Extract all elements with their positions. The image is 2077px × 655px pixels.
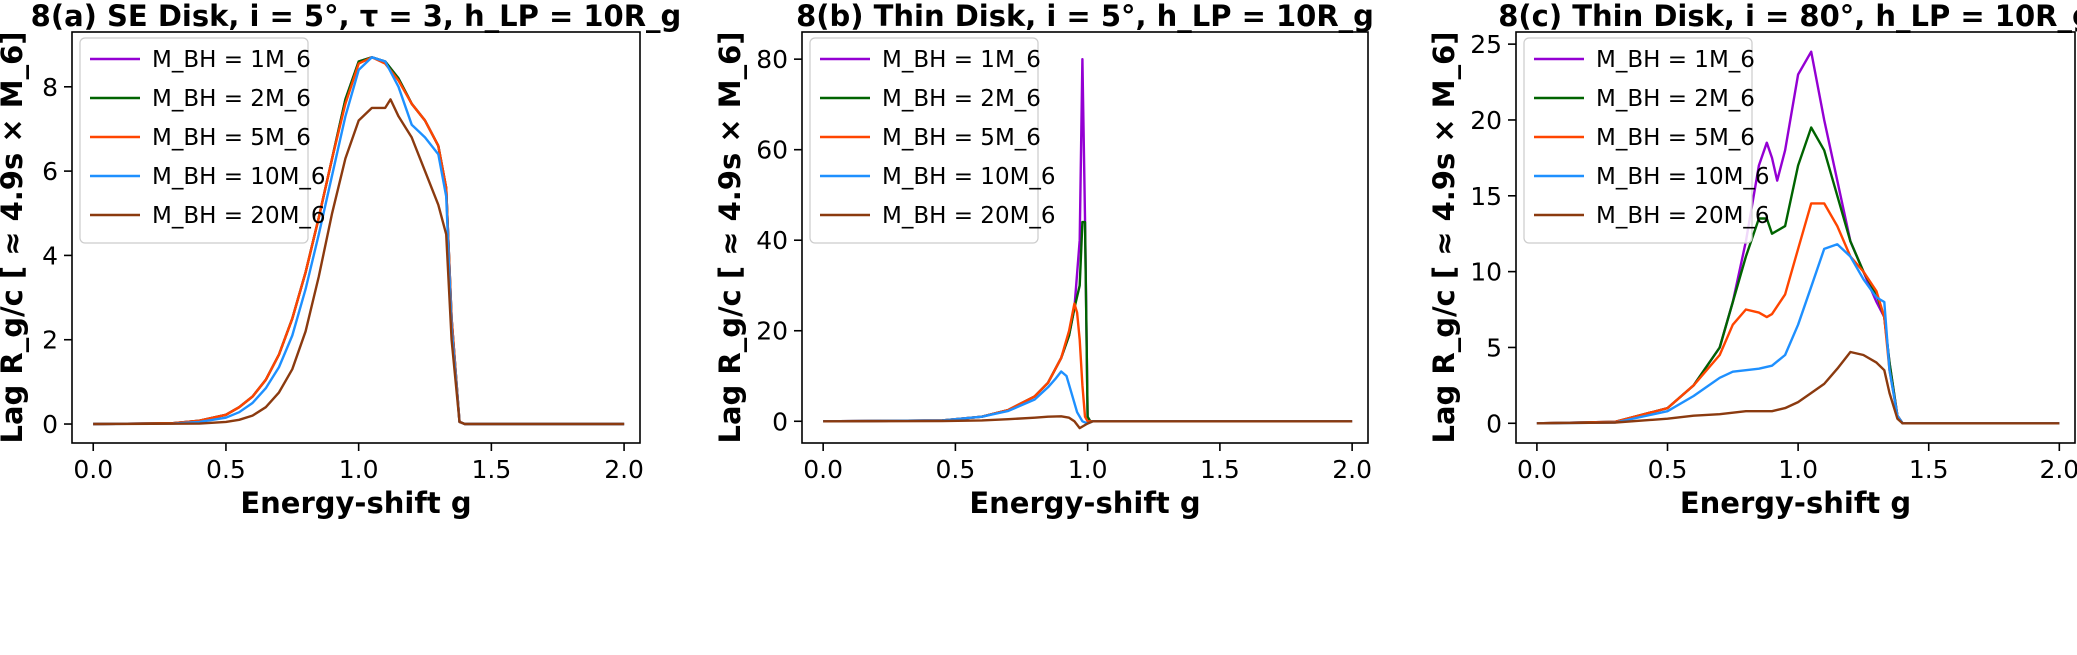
legend-box [1523,37,1753,244]
y-tick-label: 20 [756,317,788,346]
x-tick-label: 1.5 [1200,455,1240,484]
legend-label: M_BH = 20M_6 [882,203,1056,229]
y-tick-label: 10 [1470,258,1502,287]
x-tick-label: 1.0 [1068,455,1108,484]
plot-frame [801,31,1369,444]
legend-label: M_BH = 10M_6 [1596,164,1770,190]
y-tick-label: 25 [1470,30,1502,59]
x-tick-label: 0.5 [936,455,976,484]
x-tick-label: 0.0 [803,455,843,484]
y-tick-label: 60 [756,136,788,165]
chart-title: 8(c) Thin Disk, i = 80°, h_LP = 10R_g [1498,0,2077,33]
legend-label: M_BH = 2M_6 [1596,86,1755,112]
chart-panel-1: 0.0 0.5 1.0 1.5 2.0 0 2 4 6 8 8(a) SE Disk, i = 5°… [0,0,681,520]
legend-label: M_BH = 5M_6 [152,125,311,151]
plot-frame [1515,31,2076,444]
x-axis-label: Energy-shift g [240,486,471,520]
y-tick-label: 6 [42,157,58,186]
legend: M_BH = 1M_6 M_BH = 2M_6 M_BH = 5M_6 M_BH = … [1523,37,1770,244]
x-tick-label: 0.5 [1648,455,1688,484]
y-tick-label: 0 [1486,409,1502,438]
series-line-5 [93,98,625,426]
x-tick-label: 1.0 [1778,455,1818,484]
legend-label: M_BH = 1M_6 [1596,47,1755,73]
y-tick-label: 4 [42,241,58,270]
y-tick-label: 20 [1470,106,1502,135]
y-tick-label: 40 [756,226,788,255]
x-tick-label: 2.0 [604,455,644,484]
legend-label: M_BH = 5M_6 [882,125,1041,151]
y-axis-label: Lag R_g/c [ ≈ 4.9s × M_6] [713,31,747,443]
chart-panel-3: 0.0 0.5 1.0 1.5 2.0 0 5 10 15 20 258(c) Thin Disk,… [1427,0,2077,520]
x-tick-label: 1.5 [471,455,511,484]
x-tick-label: 0.5 [206,455,246,484]
chart-title: 8(a) SE Disk, i = 5°, τ = 3, h_LP = 10R_… [31,0,682,33]
legend-box [79,37,309,244]
legend-label: M_BH = 20M_6 [152,203,326,229]
legend-label: M_BH = 20M_6 [1596,203,1770,229]
x-tick-label: 2.0 [2039,455,2077,484]
chart-panel-2: 0.0 0.5 1.0 1.5 2.0 0 20 40 60 80 8(b) Thin Disk, … [713,0,1374,520]
x-axis-label: Energy-shift g [1680,486,1911,520]
y-tick-label: 15 [1470,182,1502,211]
legend-label: M_BH = 10M_6 [882,164,1056,190]
series-line-2 [823,220,1353,423]
y-axis-label: Lag R_g/c [ ≈ 4.9s × M_6] [1427,31,1461,443]
x-axis-label: Energy-shift g [969,486,1200,520]
y-tick-label: 80 [756,45,788,74]
plot-frame [71,31,641,444]
legend-box [809,37,1039,244]
y-tick-label: 8 [42,73,58,102]
legend: M_BH = 1M_6 M_BH = 2M_6 M_BH = 5M_6 M_BH = … [809,37,1056,244]
legend-label: M_BH = 1M_6 [152,47,311,73]
x-tick-label: 2.0 [1332,455,1372,484]
series-line-5 [1536,350,2060,425]
legend-label: M_BH = 2M_6 [882,86,1041,112]
legend-label: M_BH = 10M_6 [152,164,326,190]
y-axis-label: Lag R_g/c [ ≈ 4.9s × M_6] [0,31,29,443]
y-tick-label: 5 [1486,333,1502,362]
series-line-4 [1536,243,2060,425]
legend-label: M_BH = 2M_6 [152,86,311,112]
legend: M_BH = 1M_6 M_BH = 2M_6 M_BH = 5M_6 M_BH = … [79,37,326,244]
series-line-5 [823,415,1353,430]
legend-label: M_BH = 1M_6 [882,47,1041,73]
x-tick-label: 1.0 [339,455,379,484]
x-tick-label: 0.0 [73,455,113,484]
y-tick-label: 2 [42,326,58,355]
legend-label: M_BH = 5M_6 [1596,125,1755,151]
x-tick-label: 1.5 [1909,455,1949,484]
chart-title: 8(b) Thin Disk, i = 5°, h_LP = 10R_g [796,0,1374,33]
x-tick-label: 0.0 [1517,455,1557,484]
y-tick-label: 0 [772,407,788,436]
y-tick-label: 0 [42,410,58,439]
